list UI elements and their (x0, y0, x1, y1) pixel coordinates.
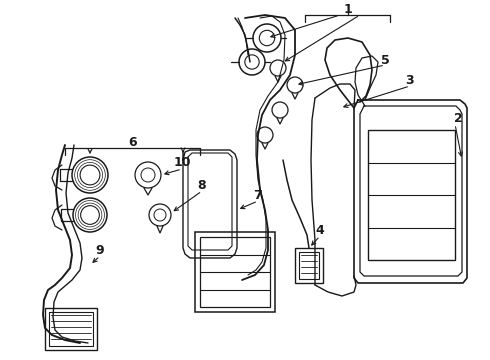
Text: 6: 6 (129, 135, 137, 149)
Text: 8: 8 (197, 179, 206, 192)
Text: 5: 5 (381, 54, 390, 67)
Bar (200, 237, 270, 307)
Bar (299, 252, 319, 279)
Bar (45, 308, 97, 350)
Text: 2: 2 (454, 112, 463, 125)
Text: 9: 9 (96, 243, 104, 257)
Text: 3: 3 (406, 73, 415, 86)
Bar (295, 248, 323, 283)
Text: 7: 7 (254, 189, 262, 202)
Bar (49, 312, 93, 346)
Bar (368, 130, 455, 260)
Text: 1: 1 (343, 3, 352, 15)
Text: 10: 10 (173, 156, 191, 168)
Text: 4: 4 (316, 224, 324, 237)
Bar (195, 232, 275, 312)
